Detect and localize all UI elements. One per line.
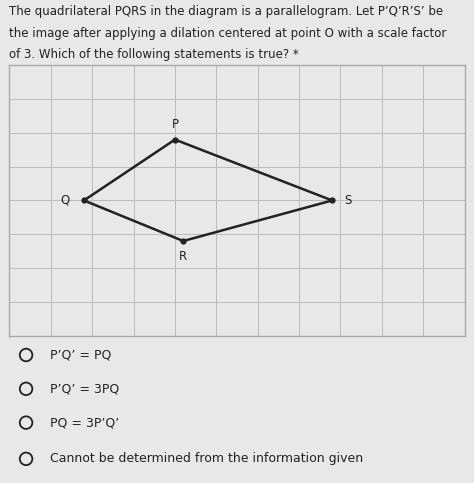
Text: R: R: [179, 251, 187, 264]
Text: the image after applying a dilation centered at point O with a scale factor: the image after applying a dilation cent…: [9, 27, 447, 40]
Text: P’Q’ = 3PQ: P’Q’ = 3PQ: [50, 383, 119, 395]
Text: Cannot be determined from the information given: Cannot be determined from the informatio…: [50, 453, 363, 465]
Text: P: P: [172, 118, 178, 131]
Text: Q: Q: [60, 194, 70, 207]
Text: PQ = 3P’Q’: PQ = 3P’Q’: [50, 416, 119, 429]
Text: The quadrilateral PQRS in the diagram is a parallelogram. Let P’Q’R’S’ be: The quadrilateral PQRS in the diagram is…: [9, 5, 444, 18]
Text: of 3. Which of the following statements is true? *: of 3. Which of the following statements …: [9, 48, 299, 61]
Text: P’Q’ = PQ: P’Q’ = PQ: [50, 349, 111, 361]
Text: S: S: [345, 194, 352, 207]
